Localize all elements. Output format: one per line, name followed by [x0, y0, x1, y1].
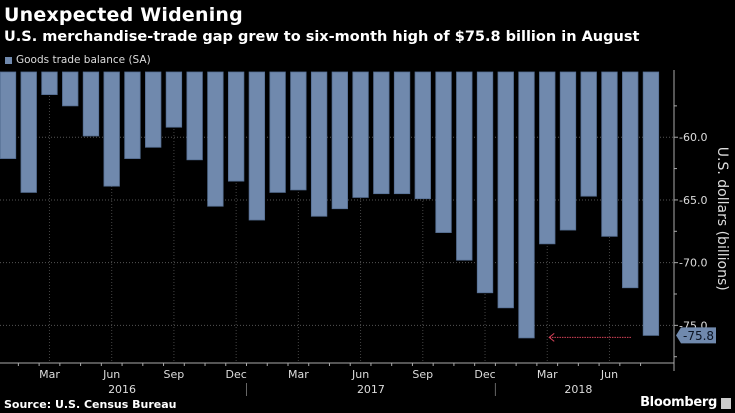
bar-mar-2017	[290, 71, 307, 191]
bar-aug-2017	[393, 71, 411, 195]
bar-may-2018	[580, 71, 597, 197]
x-tick-label: Dec	[225, 368, 246, 381]
bar-jul-2017	[373, 71, 390, 195]
bar-may-2017	[331, 71, 348, 210]
bar-jan-2016	[0, 71, 17, 159]
y-axis-title: U.S. dollars (billions)	[714, 147, 730, 291]
chart-subtitle: U.S. merchandise-trade gap grew to six-m…	[4, 29, 640, 45]
x-tick-label: Mar	[288, 368, 309, 381]
bar-feb-2017	[269, 71, 286, 193]
arrowhead-icon	[548, 333, 555, 342]
bar-jan-2017	[248, 71, 266, 221]
x-year-label: 2016	[108, 383, 136, 396]
bar-may-2016	[82, 71, 100, 137]
x-tick-label: Jun	[351, 368, 369, 381]
y-tick-label: -60.0	[679, 131, 707, 144]
x-tick-label: Dec	[474, 368, 495, 381]
bar-oct-2016	[186, 71, 203, 161]
bar-feb-2018	[518, 71, 535, 339]
bar-apr-2018	[559, 71, 577, 231]
bar-jan-2018	[497, 71, 514, 309]
x-tick-label: Sep	[164, 368, 185, 381]
x-tick-label: Mar	[537, 368, 558, 381]
bar-jul-2018	[622, 71, 639, 289]
bar-jun-2016	[103, 71, 120, 187]
x-tick-label: Jun	[600, 368, 618, 381]
bar-aug-2016	[145, 71, 162, 148]
brand-logo: Bloomberg	[640, 395, 717, 410]
legend-swatch	[5, 56, 12, 64]
bar-mar-2016	[41, 71, 58, 95]
bar-apr-2017	[310, 71, 328, 217]
last-value-label: -75.8	[683, 329, 714, 343]
bar-feb-2016	[20, 71, 37, 193]
bar-sep-2017	[414, 71, 431, 200]
bar-apr-2016	[62, 71, 79, 107]
chart-title: Unexpected Widening	[4, 4, 243, 26]
bar-mar-2018	[539, 71, 556, 245]
source-note: Source: U.S. Census Bureau	[4, 398, 177, 411]
bar-dec-2017	[476, 71, 494, 294]
bar-jun-2017	[352, 71, 369, 198]
last-value-badge	[676, 327, 716, 344]
bar-dec-2016	[227, 71, 245, 182]
legend: Goods trade balance (SA)	[5, 54, 151, 66]
bar-jul-2016	[124, 71, 141, 159]
x-tick-label: Sep	[412, 368, 433, 381]
bar-sep-2016	[165, 71, 183, 128]
bar-jun-2018	[601, 71, 618, 237]
x-tick-label: Mar	[39, 368, 60, 381]
y-tick-label: -70.0	[679, 257, 707, 270]
bar-nov-2017	[456, 71, 473, 261]
bloomberg-chart-icon	[721, 398, 731, 409]
x-tick-label: Jun	[102, 368, 120, 381]
x-year-label: 2017	[357, 383, 385, 396]
x-year-label: 2018	[564, 383, 592, 396]
bar-nov-2016	[207, 71, 224, 207]
y-tick-label: -65.0	[679, 194, 707, 207]
bar-aug-2018	[642, 71, 660, 336]
bar-oct-2017	[435, 71, 452, 233]
legend-label: Goods trade balance (SA)	[16, 54, 151, 66]
